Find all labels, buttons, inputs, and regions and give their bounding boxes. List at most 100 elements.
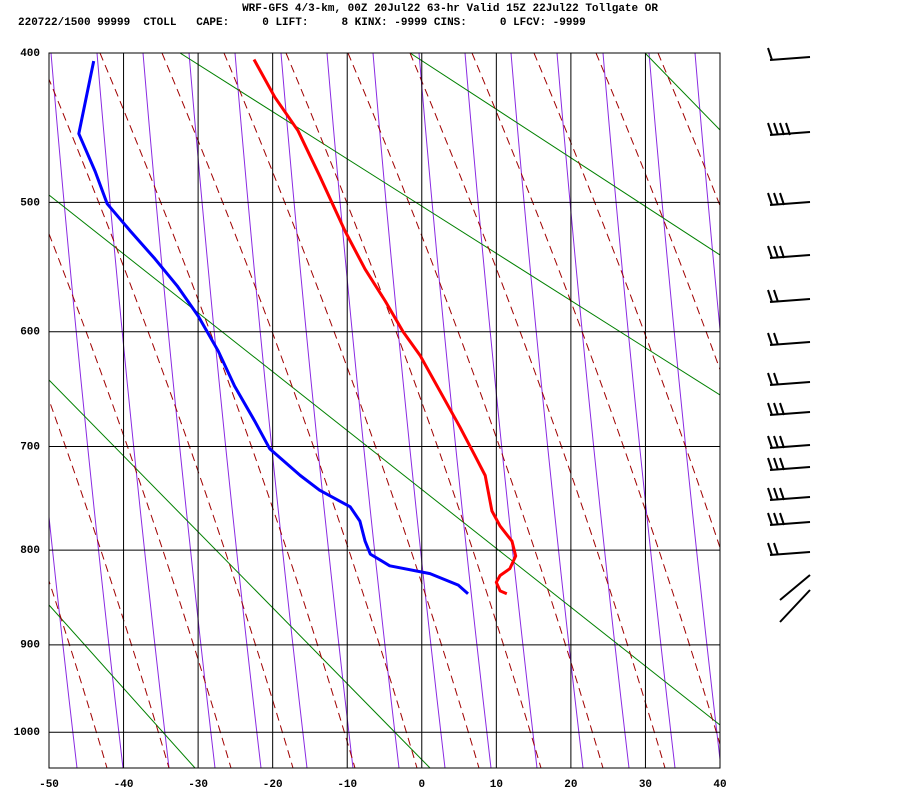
x-tick-label: -30 [188, 779, 208, 791]
barb-staff [769, 254, 811, 259]
moist-adiabat [99, 53, 356, 768]
dry-adiabat [179, 53, 720, 396]
barb-flag [767, 512, 773, 526]
dry-adiabat [644, 53, 720, 131]
dry-adiabat [49, 604, 196, 768]
barb-staff [769, 298, 811, 303]
barb-flag [773, 402, 779, 416]
barb-staff [769, 444, 811, 449]
moist-adiabat [471, 53, 720, 747]
barb-staff [769, 341, 811, 346]
barb-staff [769, 521, 811, 526]
isotherm [50, 53, 124, 768]
moist-adiabat [49, 232, 232, 768]
chart-subtitle: 220722/1500 99999 CTOLL CAPE: 0 LIFT: 8 … [18, 17, 586, 29]
background-lines [0, 53, 720, 768]
barb-flag [767, 289, 773, 303]
barb-staff [769, 411, 811, 416]
barb-flag [779, 122, 785, 136]
y-tick-label: 800 [20, 545, 40, 557]
isotherm [602, 53, 676, 768]
barb-flag [773, 289, 779, 303]
isotherm [49, 512, 78, 768]
x-tick-label: 10 [490, 779, 503, 791]
y-tick-label: 700 [20, 441, 40, 453]
moist-adiabat [533, 53, 720, 550]
isotherm [0, 53, 31, 768]
grid: -50 -40 -30 -20 -10 0 10 20 30 40 400 500 600 700 800 9… [14, 48, 727, 791]
wind-barbs [767, 47, 811, 623]
x-tick-label: 20 [564, 779, 577, 791]
moist-adiabat [49, 398, 170, 768]
barb-staff [769, 201, 811, 206]
moist-adiabat [0, 53, 45, 768]
barb-staff [769, 381, 811, 386]
x-tick-label: 30 [639, 779, 652, 791]
barb-flag [773, 457, 779, 471]
y-tick-label: 600 [20, 327, 40, 339]
barb-flag [773, 487, 779, 501]
moist-adiabat [49, 78, 294, 768]
barb-flag [773, 122, 779, 136]
isotherm [280, 53, 354, 768]
moist-adiabat [285, 53, 542, 768]
profile-line [252, 58, 518, 596]
barb-flag [773, 245, 779, 259]
barb-flag [767, 542, 773, 556]
isotherm [556, 53, 630, 768]
x-tick-label: -10 [337, 779, 357, 791]
profiles [77, 58, 518, 596]
barb-staff [769, 496, 811, 501]
barb-flag [785, 122, 791, 136]
barb-flag [773, 512, 779, 526]
barb-staff [779, 589, 811, 623]
barb-flag [779, 512, 785, 526]
barb-flag [767, 245, 773, 259]
y-tick-label: 400 [20, 48, 40, 60]
barb-staff [769, 56, 811, 61]
barb-flag [779, 192, 785, 206]
isotherm [96, 53, 170, 768]
y-tick-label: 500 [20, 197, 40, 209]
isotherm [464, 53, 538, 768]
profile-line [77, 60, 469, 595]
moist-adiabat [719, 53, 720, 55]
y-tick-label: 900 [20, 640, 40, 652]
barb-flag [767, 372, 773, 386]
moist-adiabat [49, 579, 108, 768]
x-tick-label: -20 [263, 779, 283, 791]
isotherm [142, 53, 216, 768]
x-tick-label: -40 [114, 779, 134, 791]
chart-title: WRF-GFS 4/3-km, 00Z 20Jul22 63-hr Valid … [242, 3, 658, 15]
moist-adiabat [595, 53, 720, 372]
isotherm [372, 53, 446, 768]
y-tick-label: 1000 [14, 727, 40, 739]
barb-flag [767, 435, 773, 449]
isotherm [234, 53, 308, 768]
barb-flag [767, 402, 773, 416]
moist-adiabat [161, 53, 418, 768]
barb-flag [773, 332, 779, 346]
barb-flag [767, 192, 773, 206]
moist-adiabat [347, 53, 604, 768]
dry-adiabat [409, 53, 720, 256]
isotherm [326, 53, 400, 768]
isotherm [510, 53, 584, 768]
barb-flag [773, 192, 779, 206]
barb-flag [773, 372, 779, 386]
barb-staff [769, 551, 811, 556]
isotherm [418, 53, 492, 768]
barb-flag [779, 435, 785, 449]
barb-flag [767, 122, 773, 136]
moist-adiabat [409, 53, 666, 768]
moist-adiabat [223, 53, 480, 768]
plot-frame [48, 52, 721, 769]
dry-adiabat [49, 194, 720, 726]
barb-flag [767, 332, 773, 346]
barb-flag [779, 457, 785, 471]
barb-flag [773, 542, 779, 556]
barb-flag [779, 402, 785, 416]
dry-adiabat [49, 379, 431, 768]
barb-flag [767, 487, 773, 501]
